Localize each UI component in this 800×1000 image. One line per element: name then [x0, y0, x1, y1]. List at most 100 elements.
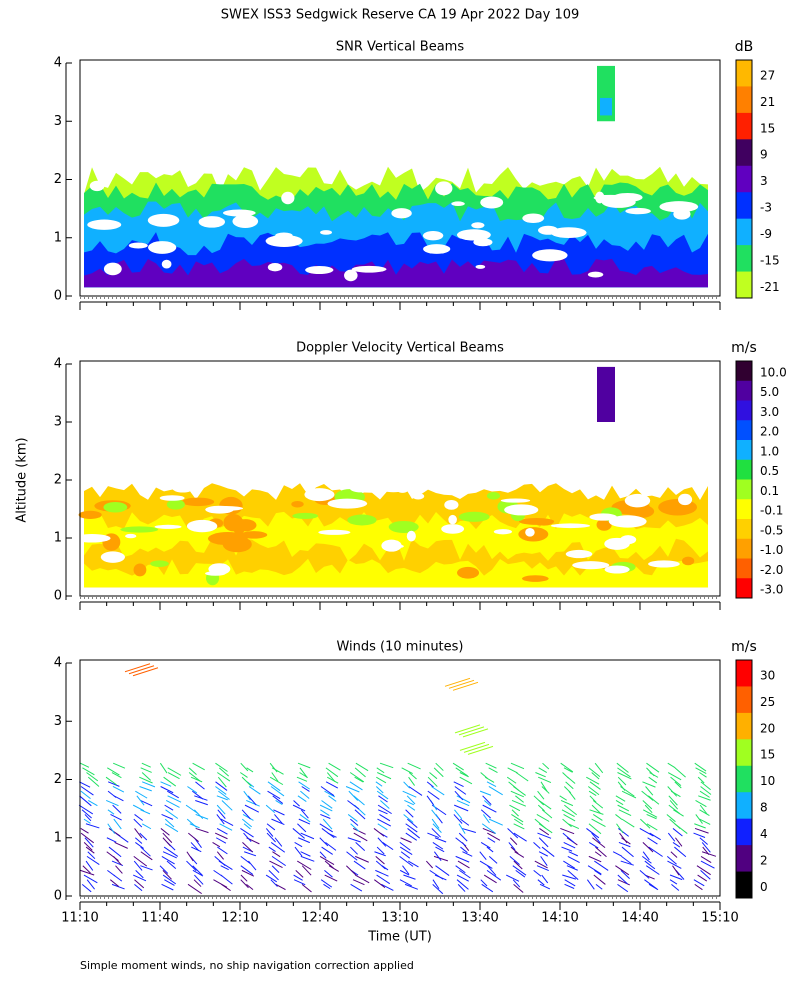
wind-barb — [375, 860, 386, 870]
colorbar-swatch — [736, 60, 752, 87]
wind-barb — [667, 786, 678, 797]
wind-barb — [324, 869, 333, 878]
wind-barb — [87, 776, 100, 787]
wind-barb — [479, 790, 492, 796]
wind-barb — [399, 846, 413, 855]
wind-barb — [163, 776, 177, 787]
field-gap — [87, 219, 122, 230]
wind-barb — [483, 874, 497, 884]
wind-barb — [241, 776, 252, 787]
wind-barb — [297, 823, 307, 833]
x-tick-label: 14:40 — [621, 911, 658, 926]
wind-barb — [672, 828, 683, 837]
wind-barb — [508, 781, 520, 791]
wind-barb — [266, 832, 276, 843]
wind-barb — [271, 767, 284, 775]
wind-barb — [567, 869, 579, 881]
wind-barb — [487, 865, 497, 876]
wind-barb — [242, 814, 254, 821]
wind-barb — [297, 795, 307, 802]
wind-barb — [326, 772, 336, 783]
wind-barb — [85, 860, 94, 871]
colorbar-swatch — [736, 739, 752, 767]
wind-barb — [300, 809, 309, 819]
wind-barb — [698, 795, 711, 801]
wind-barb — [536, 814, 550, 822]
wind-barb — [515, 772, 529, 782]
wind-barb — [401, 767, 413, 775]
wind-barb — [186, 851, 194, 862]
wind-barb — [592, 814, 603, 821]
wind-barb — [243, 823, 251, 830]
wind-barb — [432, 841, 444, 850]
field-patch — [600, 97, 612, 116]
field-gap — [441, 524, 465, 534]
wind-barb — [353, 795, 365, 806]
y-tick-label: 4 — [54, 357, 62, 372]
wind-barb — [266, 823, 276, 831]
field-patch — [240, 531, 268, 539]
wind-barb — [186, 860, 197, 872]
wind-barb — [115, 865, 123, 874]
wind-barb — [589, 795, 597, 803]
field-gap — [550, 523, 591, 529]
wind-barb — [399, 869, 410, 876]
wind-barb — [488, 786, 503, 796]
wind-barb — [354, 809, 366, 820]
wind-barb — [537, 804, 545, 812]
wind-barb — [458, 832, 468, 842]
wind-barb — [507, 767, 518, 774]
wind-barb — [136, 795, 145, 806]
wind-barb — [586, 828, 600, 839]
wind-barb — [319, 851, 327, 859]
wind-barb — [674, 846, 687, 858]
wind-barb — [328, 795, 337, 802]
wind-barb — [140, 809, 151, 815]
field-gap — [593, 194, 628, 201]
wind-barb — [113, 818, 122, 830]
field-gap — [344, 269, 358, 282]
wind-barb — [403, 781, 411, 789]
wind-barb — [191, 846, 202, 853]
wind-barb — [106, 837, 117, 843]
wind-barb — [80, 786, 94, 796]
wind-barb — [107, 767, 120, 776]
x-tick-label: 12:10 — [221, 911, 258, 926]
chart-title: SWEX ISS3 Sedgwick Reserve CA 19 Apr 202… — [221, 8, 580, 23]
plot-frame — [79, 59, 721, 297]
wind-barb — [541, 846, 555, 857]
wind-barb — [347, 800, 360, 810]
wind-barb — [667, 772, 682, 781]
wind-barb — [380, 800, 390, 809]
wind-barb — [460, 846, 468, 854]
wind-barb — [216, 827, 228, 835]
wind-barb — [533, 869, 542, 877]
wind-barb — [695, 814, 703, 824]
wind-barb — [399, 855, 414, 867]
wind-barb — [615, 795, 626, 802]
colorbar-label: -21 — [760, 280, 780, 294]
wind-barb — [407, 818, 418, 829]
wind-barb — [319, 804, 333, 812]
wind-barb — [294, 841, 303, 848]
wind-barb — [159, 762, 168, 774]
wind-barb — [319, 837, 329, 847]
wind-barb — [404, 883, 419, 890]
colorbar-label: -2.0 — [760, 563, 783, 577]
field-patch — [597, 366, 615, 422]
wind-barb — [159, 865, 169, 874]
wind-barb — [134, 814, 143, 821]
wind-barb — [188, 832, 199, 842]
field-gap — [305, 265, 334, 275]
wind-barb — [426, 795, 434, 806]
wind-barb — [161, 813, 174, 820]
field-patch — [458, 511, 490, 522]
wind-barb — [510, 790, 525, 798]
wind-barb — [352, 827, 366, 835]
wind-barb — [639, 827, 654, 837]
wind-barb — [135, 870, 144, 879]
wind-barb — [669, 879, 678, 885]
wind-barb — [586, 776, 600, 785]
field-patch — [166, 499, 185, 510]
field-gap — [147, 213, 180, 227]
